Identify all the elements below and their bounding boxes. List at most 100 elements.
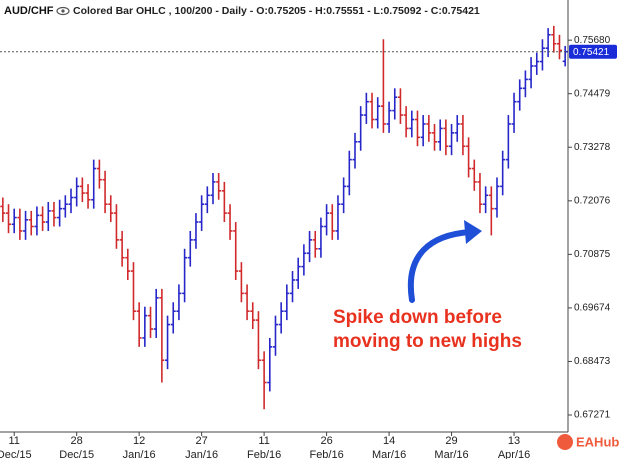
ohlc-bar (40, 206, 46, 231)
ohlc-bar (17, 208, 23, 240)
ohlc-bar (74, 177, 80, 207)
ohlc-bar (193, 213, 199, 249)
ohlc-bar (96, 159, 102, 189)
ohlc-bar (176, 284, 182, 321)
ohlc-bar (437, 119, 443, 151)
ohlc-bar (522, 70, 528, 98)
ohlc-bar (392, 88, 398, 120)
x-tick-label: 11 (258, 435, 269, 447)
ohlc-bar (335, 195, 341, 240)
ohlc-bar (204, 186, 210, 214)
ohlc-bar (505, 115, 511, 169)
ohlc-bar (148, 306, 154, 338)
annotation-arrow (407, 229, 473, 303)
ohlc-bar (238, 262, 244, 303)
ohlc-bar (0, 197, 6, 223)
ohlc-bar (375, 97, 381, 129)
ohlc-bar (352, 132, 358, 169)
ohlc-bar (449, 123, 455, 156)
ohlc-bar (426, 115, 432, 142)
arrow-head (464, 220, 482, 244)
ohlc-bar (182, 248, 188, 303)
ohlc-bar (420, 115, 426, 147)
symbol: AUD/CHF (4, 5, 54, 17)
y-tick-label: 0.74479 (574, 88, 611, 99)
ohlc-bar (488, 186, 494, 236)
watermark: EAHub (576, 434, 619, 449)
ohlc-bar (471, 159, 477, 191)
ohlc-bar (545, 28, 551, 58)
y-tick-label: 0.70875 (574, 249, 611, 260)
annotation: moving to new highs (333, 331, 522, 352)
ohlc-bar (255, 311, 261, 370)
ohlc-bar (500, 150, 506, 196)
x-tick-label: Mar/16 (434, 449, 468, 459)
ohlc-bar (113, 204, 119, 249)
x-tick-label: 26 (320, 435, 332, 447)
y-tick-label: 0.75680 (574, 35, 611, 46)
y-tick-label: 0.72076 (574, 195, 611, 206)
y-tick-label: 0.69674 (574, 303, 611, 314)
ohlc-bar (556, 34, 562, 60)
ohlc-bar (165, 315, 171, 370)
ohlc-bar (91, 159, 97, 209)
ohlc-bar (397, 88, 403, 124)
ohlc-bar (341, 177, 347, 214)
ohlc-bar (159, 288, 165, 383)
annotation: Spike down before (333, 307, 502, 328)
ohlc-bar (125, 248, 131, 280)
ohlc-bar (466, 137, 472, 178)
x-tick-label: 29 (445, 435, 457, 447)
ohlc-bar (477, 173, 483, 214)
last-price-box (569, 44, 617, 59)
ohlc-bar (119, 230, 125, 267)
ohlc-bar (45, 201, 51, 231)
ohlc-bar (363, 92, 369, 124)
x-tick-label: Jan/16 (123, 449, 156, 459)
ohlc-bar (278, 302, 284, 334)
ohlc-bar (517, 79, 523, 111)
ohlc-bar (28, 210, 34, 236)
ohlc-bar (170, 302, 176, 334)
ohlc-bar (539, 39, 545, 71)
ohlc-bar (187, 230, 193, 267)
x-tick-label: 14 (383, 435, 395, 447)
ohlc-bar (460, 115, 466, 156)
ohlc-bar (51, 201, 57, 227)
y-tick-label: 0.68473 (574, 356, 611, 367)
ohlc-bar (210, 173, 216, 205)
ohlc-bar (227, 204, 233, 240)
ohlc-bar (307, 230, 313, 263)
ohlc-bar (85, 184, 91, 209)
ohlc-bar (233, 222, 239, 280)
ohlc-bar (380, 39, 386, 133)
ohlc-bar (221, 181, 227, 223)
x-tick-label: 13 (508, 435, 520, 447)
chart-title: Colored Bar OHLC , 100/200 - Daily - O:0… (73, 5, 480, 17)
ohlc-bar (528, 57, 534, 89)
ohlc-bar (6, 204, 12, 234)
ohlc-bar (261, 351, 267, 410)
ohlc-bar (346, 150, 352, 196)
ohlc-bar (409, 110, 415, 138)
ohlc-bar (23, 210, 29, 240)
ohlc-bar (68, 188, 74, 214)
ohlc-bar (432, 123, 438, 151)
last-price-label: 0.75421 (573, 47, 610, 58)
ohlc-bar (312, 230, 318, 258)
ohlc-bar (403, 106, 409, 138)
ohlc-bar (511, 92, 517, 133)
x-tick-label: Mar/16 (372, 449, 406, 459)
x-tick-label: Feb/16 (309, 449, 343, 459)
ohlc-bar (358, 106, 364, 151)
ohlc-bar (244, 284, 250, 321)
ohlc-bar (250, 302, 256, 330)
ohlc-bar (199, 195, 205, 231)
ohlc-bar (79, 177, 85, 202)
ohlc-bar (136, 302, 142, 347)
ohlc-bar (414, 110, 420, 147)
ohlc-bar (130, 262, 136, 321)
ohlc-bar (369, 92, 375, 129)
x-tick-label: Feb/16 (247, 449, 281, 459)
